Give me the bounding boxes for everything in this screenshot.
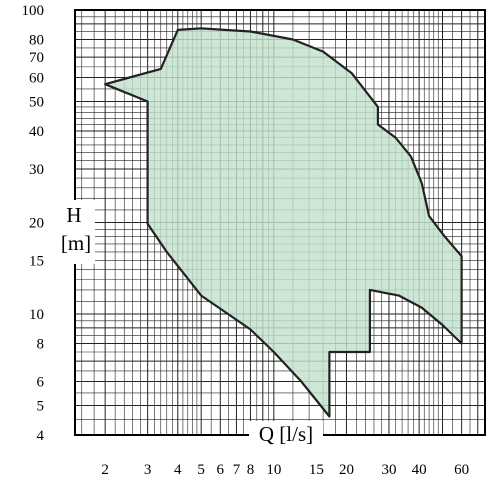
x-tick-label: 20 bbox=[339, 462, 354, 478]
x-tick-label: 15 bbox=[309, 462, 324, 478]
y-tick-label: 6 bbox=[37, 374, 45, 390]
y-tick-label: 10 bbox=[29, 307, 44, 323]
x-tick-label: 2 bbox=[101, 462, 109, 478]
y-axis-title-line2: [m] bbox=[61, 231, 91, 255]
y-tick-label: 50 bbox=[29, 95, 44, 111]
x-tick-label: 4 bbox=[174, 462, 182, 478]
x-tick-label: 30 bbox=[381, 462, 396, 478]
y-axis-title-line1: H bbox=[66, 203, 81, 227]
x-tick-label: 3 bbox=[144, 462, 152, 478]
x-tick-label: 6 bbox=[217, 462, 225, 478]
y-axis-title: H [m] bbox=[55, 200, 95, 264]
plot-area bbox=[104, 27, 463, 418]
x-tick-label: 40 bbox=[412, 462, 427, 478]
y-tick-label: 4 bbox=[37, 428, 45, 444]
x-tick-label: 8 bbox=[247, 462, 255, 478]
y-tick-label: 30 bbox=[29, 162, 44, 178]
y-tick-label: 40 bbox=[29, 124, 44, 140]
x-axis-title: Q [l/s] bbox=[259, 422, 313, 446]
x-axis-ticks: 2 3 4 5 6 7 8 10 15 20 30 40 60 bbox=[101, 462, 469, 478]
x-tick-label: 10 bbox=[266, 462, 281, 478]
y-axis-ticks: 4 5 6 8 10 15 20 30 40 50 60 70 80 100 bbox=[22, 3, 45, 444]
x-axis-title: Q [l/s] bbox=[249, 421, 323, 446]
y-tick-label: 70 bbox=[29, 50, 44, 66]
y-tick-label: 15 bbox=[29, 253, 44, 269]
x-tick-label: 5 bbox=[197, 462, 205, 478]
x-tick-label: 7 bbox=[233, 462, 241, 478]
operating-range-area bbox=[104, 27, 463, 418]
y-tick-label: 8 bbox=[37, 336, 45, 352]
x-tick-label: 60 bbox=[454, 462, 469, 478]
y-tick-label: 5 bbox=[37, 399, 45, 415]
y-tick-label: 80 bbox=[29, 32, 44, 48]
y-tick-label: 100 bbox=[22, 3, 45, 19]
y-tick-label: 60 bbox=[29, 70, 44, 86]
y-tick-label: 20 bbox=[29, 216, 44, 232]
